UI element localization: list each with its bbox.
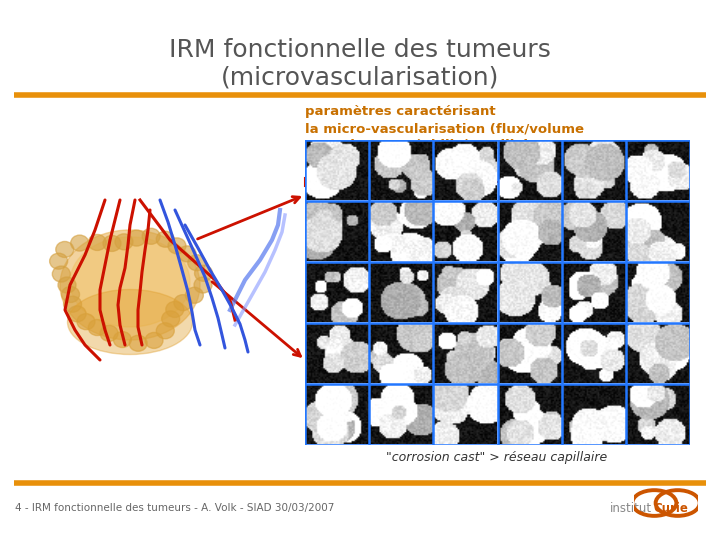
- Ellipse shape: [145, 333, 163, 348]
- Ellipse shape: [166, 301, 184, 318]
- Text: "corrosion cast" > réseau capillaire: "corrosion cast" > réseau capillaire: [387, 451, 608, 464]
- Ellipse shape: [178, 246, 196, 262]
- Ellipse shape: [113, 332, 131, 348]
- Ellipse shape: [162, 311, 180, 327]
- Ellipse shape: [71, 235, 89, 251]
- FancyBboxPatch shape: [10, 115, 280, 445]
- Ellipse shape: [174, 295, 192, 310]
- Ellipse shape: [58, 277, 76, 293]
- Ellipse shape: [70, 237, 190, 327]
- Ellipse shape: [129, 335, 147, 351]
- Ellipse shape: [89, 234, 107, 251]
- Ellipse shape: [53, 266, 71, 282]
- Ellipse shape: [61, 287, 79, 302]
- Text: (microvascularisation): (microvascularisation): [221, 66, 499, 90]
- Ellipse shape: [68, 289, 192, 354]
- Ellipse shape: [194, 277, 212, 293]
- Ellipse shape: [103, 235, 121, 252]
- Ellipse shape: [168, 238, 186, 254]
- Ellipse shape: [77, 314, 95, 330]
- Text: paramètres caractérisant
la micro-vascularisation (flux/volume
sanguin, perméabi: paramètres caractérisant la micro-vascul…: [305, 105, 584, 169]
- Ellipse shape: [185, 287, 203, 303]
- Text: institut: institut: [610, 502, 652, 515]
- Ellipse shape: [50, 253, 68, 269]
- Text: Curie: Curie: [653, 502, 688, 515]
- Ellipse shape: [188, 255, 206, 271]
- Ellipse shape: [63, 296, 81, 312]
- Ellipse shape: [89, 320, 107, 335]
- Ellipse shape: [100, 325, 118, 341]
- Text: 1.6 mm: 1.6 mm: [435, 154, 493, 168]
- Ellipse shape: [127, 230, 145, 246]
- Ellipse shape: [194, 265, 212, 281]
- Ellipse shape: [55, 241, 73, 258]
- Ellipse shape: [156, 323, 174, 339]
- Ellipse shape: [68, 306, 86, 322]
- Ellipse shape: [60, 230, 200, 340]
- Ellipse shape: [156, 231, 174, 247]
- Ellipse shape: [142, 228, 160, 244]
- Ellipse shape: [115, 234, 133, 250]
- Text: 4 - IRM fonctionnelle des tumeurs - A. Volk - SIAD 30/03/2007: 4 - IRM fonctionnelle des tumeurs - A. V…: [15, 503, 334, 513]
- Text: IRM fonctionnelle des tumeurs: IRM fonctionnelle des tumeurs: [169, 38, 551, 62]
